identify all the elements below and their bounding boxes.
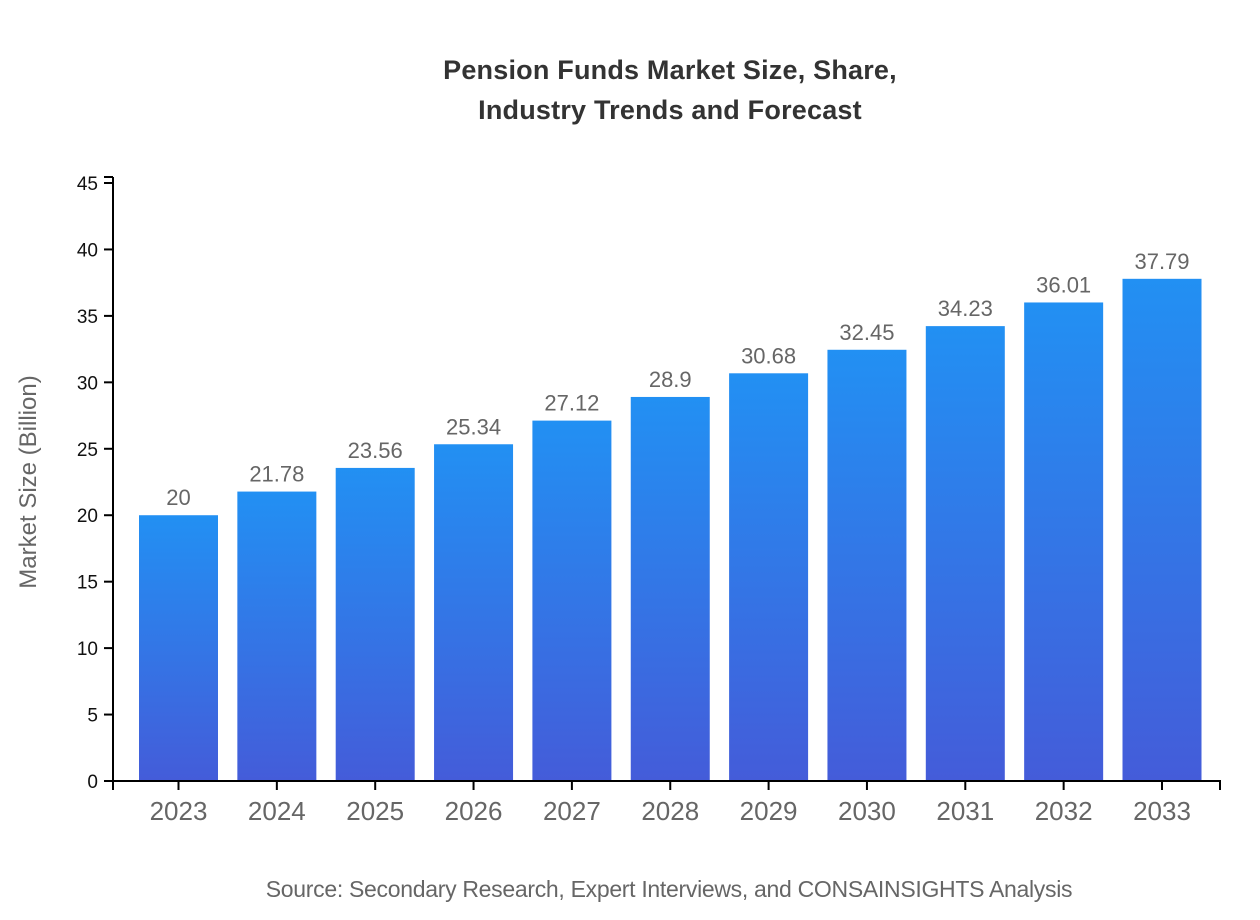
bar [827,349,907,781]
bar-value-label: 27.12 [544,391,599,416]
y-axis-tick-label: 45 [77,174,98,195]
x-axis-tick-label: 2030 [838,796,896,826]
y-axis-title: Market Size (Billion) [15,375,42,588]
x-axis-tick-label: 2029 [740,796,798,826]
bar [335,467,415,781]
x-axis-tick-label: 2028 [641,796,699,826]
x-axis-tick-label: 2031 [936,796,994,826]
x-axis-tick-label: 2023 [150,796,208,826]
y-axis-tick-label: 10 [77,639,98,660]
bar [237,491,317,781]
y-axis-tick-label: 15 [77,573,98,594]
bar [139,515,218,781]
bar-value-label: 30.68 [741,343,796,368]
bar [434,444,514,781]
x-axis-tick-label: 2026 [445,796,503,826]
x-axis-tick-label: 2032 [1035,796,1093,826]
x-axis-tick-label: 2024 [248,796,306,826]
bar-value-label: 28.9 [649,367,692,392]
bar [630,396,710,781]
source-note: Source: Secondary Research, Expert Inter… [265,876,1073,902]
bar [532,420,612,781]
y-axis-tick-label: 20 [77,506,98,527]
y-axis-tick-label: 30 [77,373,98,394]
bar-value-label: 23.56 [348,438,403,463]
y-axis-tick-label: 40 [77,240,98,261]
bar [1122,278,1202,781]
y-axis-tick-label: 5 [87,706,98,727]
bar [729,373,809,781]
bar-value-label: 32.45 [839,320,894,345]
x-axis-tick-label: 2033 [1133,796,1191,826]
bar [1024,302,1104,781]
y-axis-tick-label: 0 [87,772,98,793]
chart-title: Pension Funds Market Size, Share, Indust… [443,55,897,125]
bar-value-label: 20 [166,485,190,510]
x-axis-tick-label: 2027 [543,796,601,826]
bar-value-label: 21.78 [249,462,304,487]
bar-value-label: 25.34 [446,414,501,439]
y-axis-tick-label: 35 [77,307,98,328]
y-axis-tick-label: 25 [77,440,98,461]
bar-value-label: 34.23 [938,296,993,321]
bar [925,326,1005,781]
bar-value-label: 36.01 [1036,272,1091,297]
bar-value-label: 37.79 [1134,249,1189,274]
x-axis-tick-label: 2025 [346,796,404,826]
